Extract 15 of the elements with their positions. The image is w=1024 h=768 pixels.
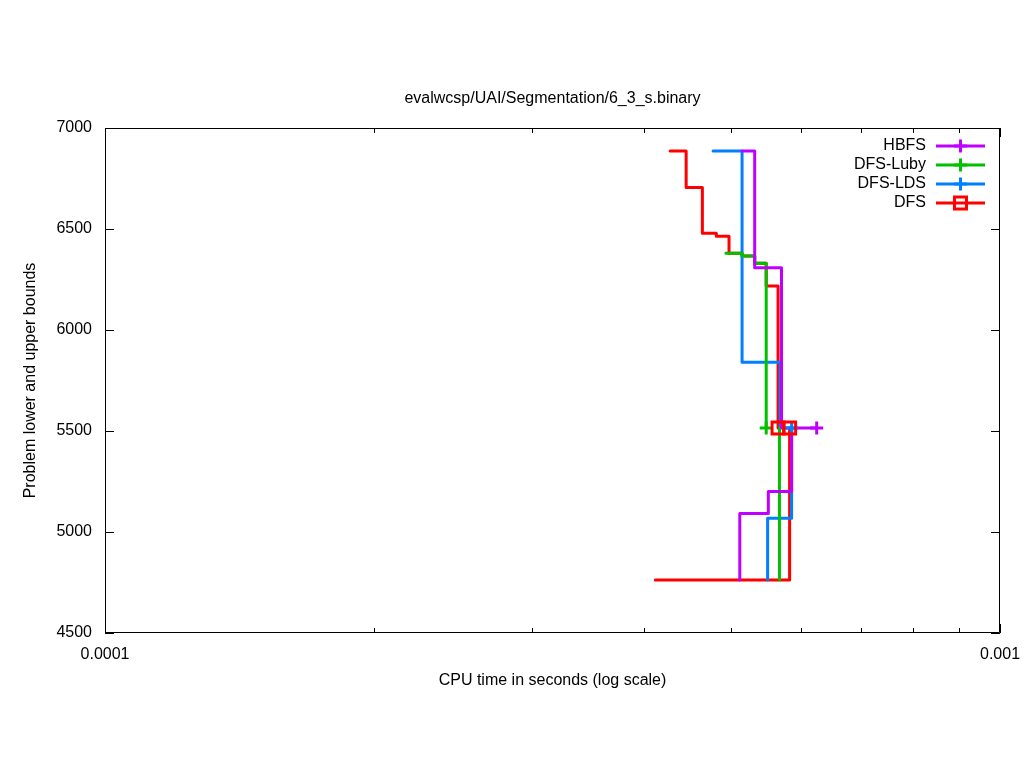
y-tick-label: 5500: [56, 421, 93, 439]
x-tick-label: 0.001: [979, 645, 1021, 663]
y-tick-label: 4500: [56, 623, 93, 641]
y-tick-label: 6000: [56, 320, 93, 338]
legend-label: DFS-Luby: [853, 155, 926, 173]
y-tick-label: 5000: [56, 522, 93, 540]
y-tick-label: 6500: [56, 219, 93, 237]
x-axis-title: CPU time in seconds (log scale): [438, 671, 667, 689]
x-tick-label: 0.0001: [80, 645, 130, 663]
chart-title: evalwcsp/UAI/Segmentation/6_3_s.binary: [404, 89, 701, 108]
y-axis-title: Problem lower and upper bounds: [21, 262, 39, 499]
legend-label: HBFS: [883, 136, 926, 154]
legend-label: DFS-LDS: [857, 174, 926, 192]
legend-label: DFS: [894, 193, 926, 211]
y-tick-label: 7000: [56, 118, 93, 136]
